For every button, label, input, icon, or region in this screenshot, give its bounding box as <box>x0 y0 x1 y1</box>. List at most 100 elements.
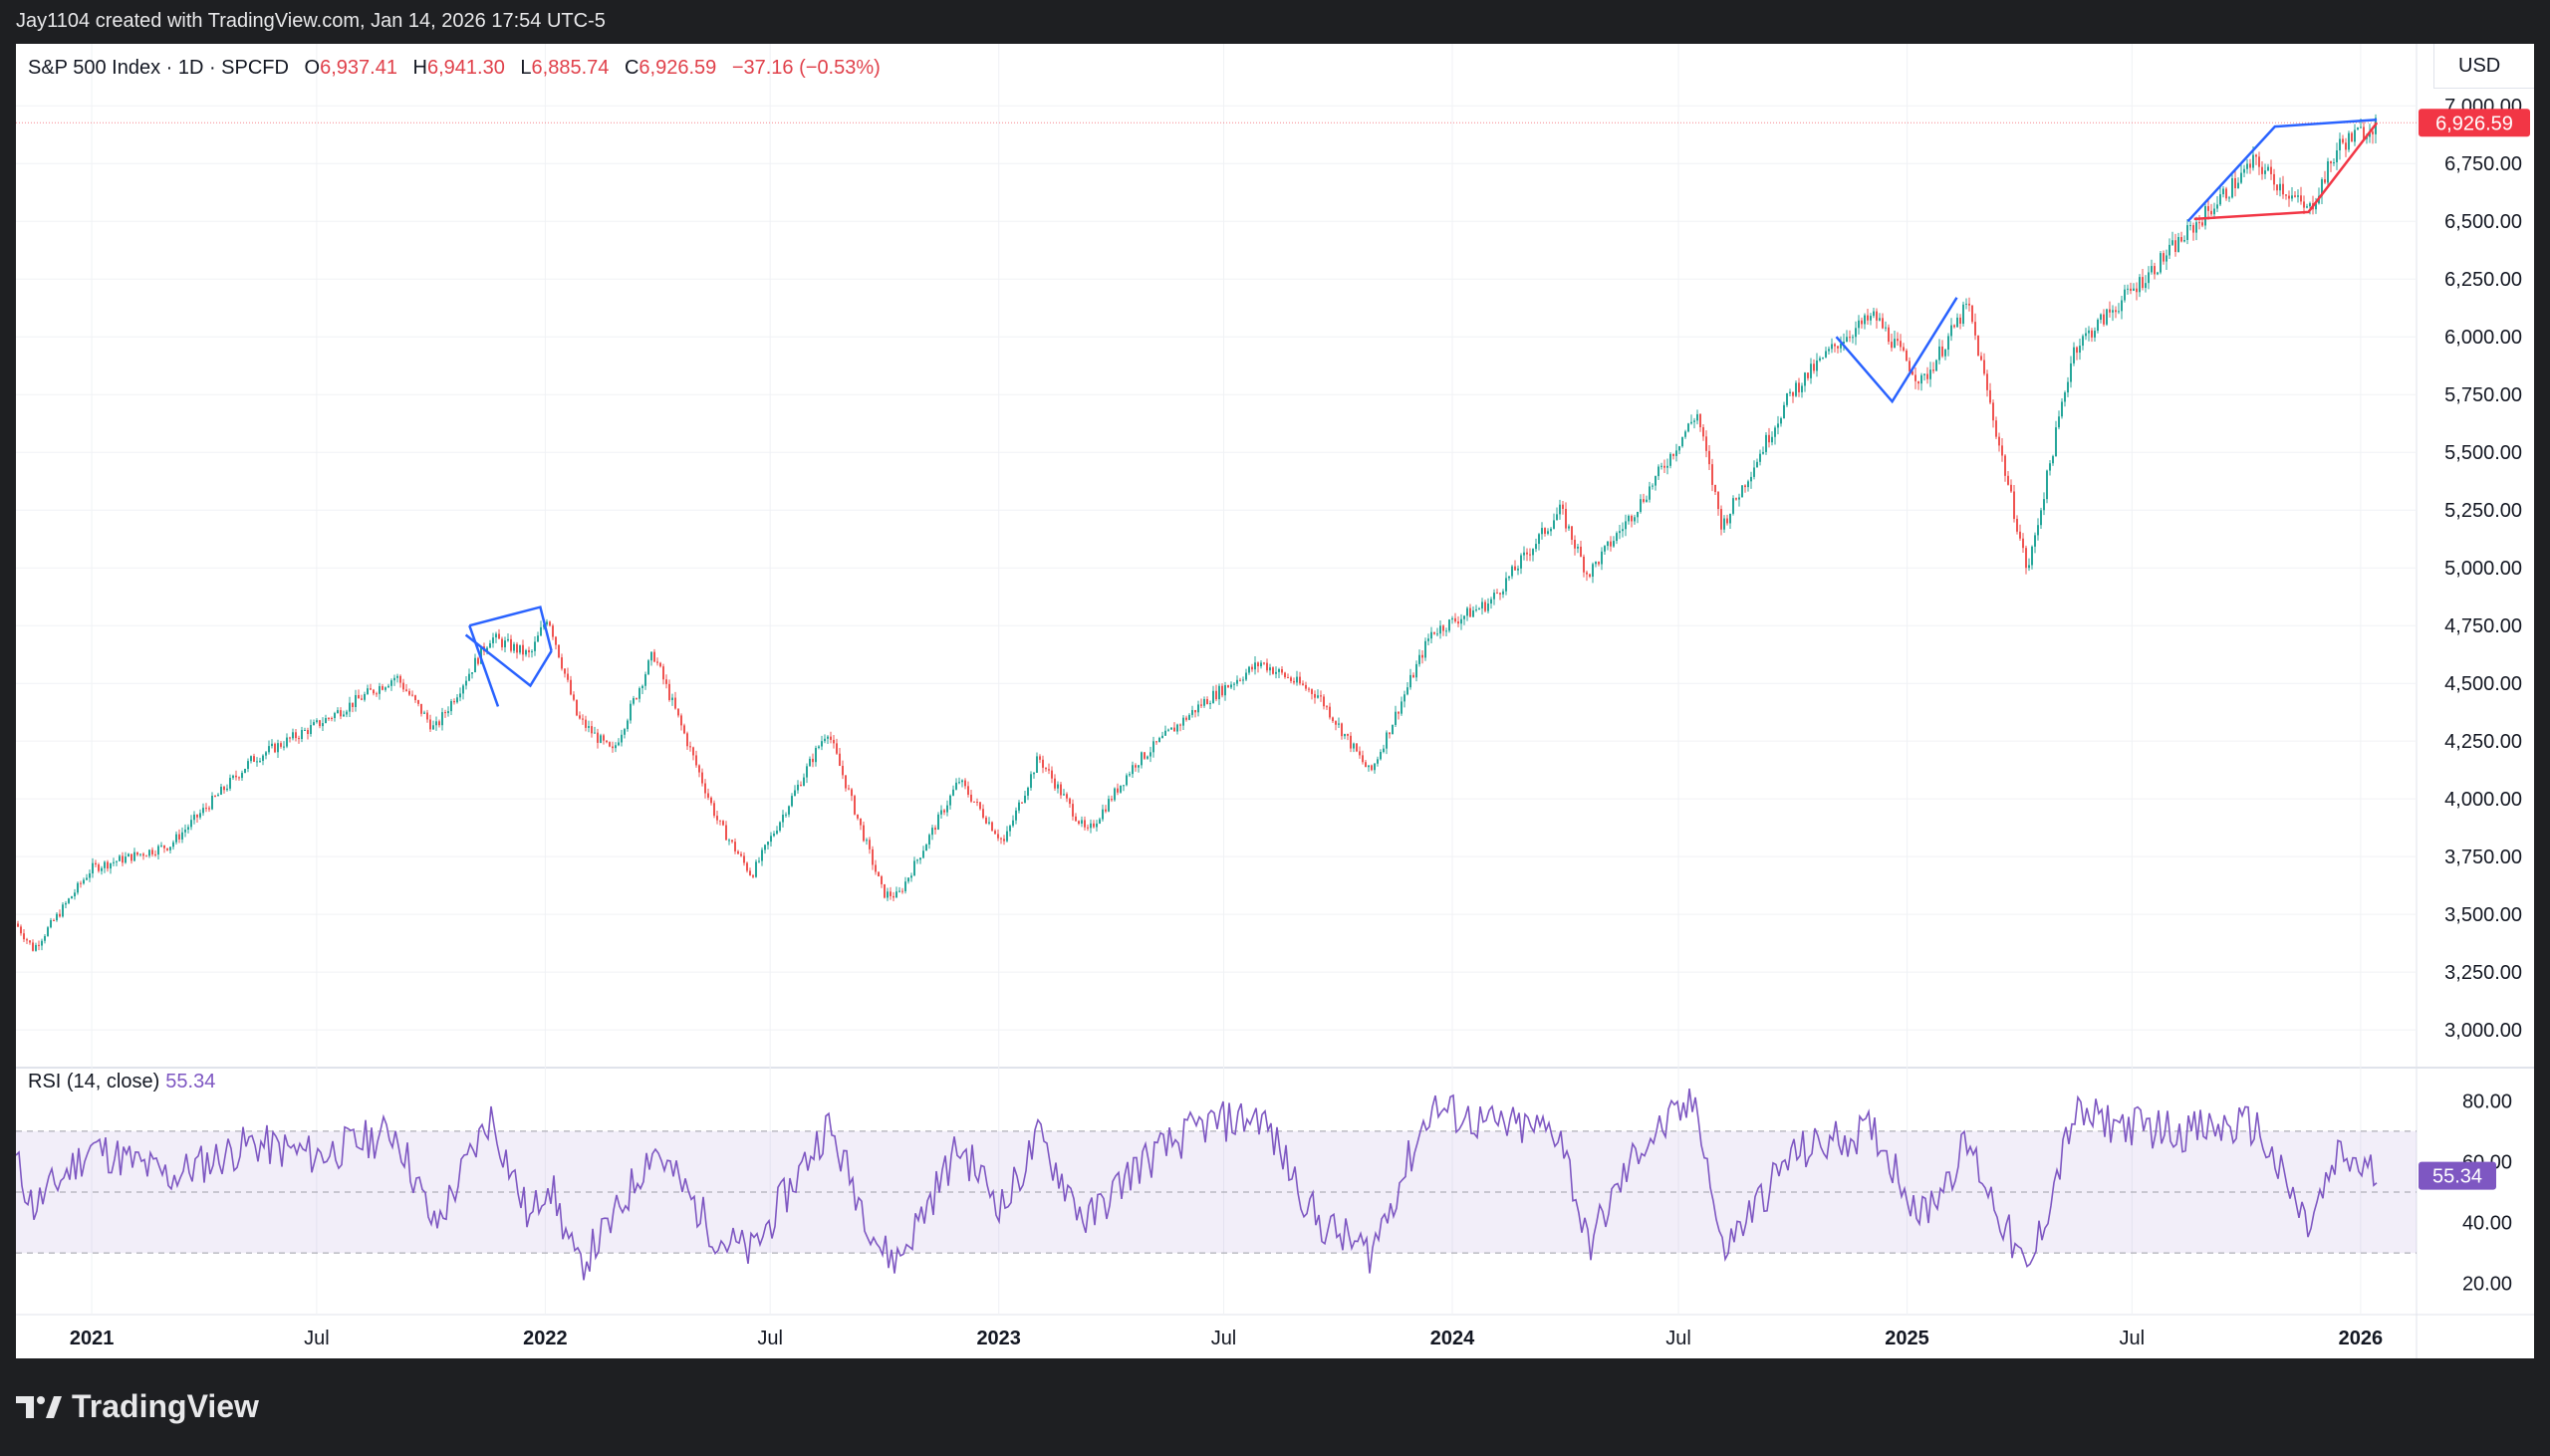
candle-body <box>749 870 751 875</box>
candle-body <box>737 850 739 854</box>
candle-body <box>53 920 55 922</box>
candle-body <box>2100 314 2102 321</box>
candle-body <box>501 638 503 647</box>
candle-body <box>2327 161 2329 183</box>
candle-body <box>2091 330 2093 338</box>
candle-body <box>904 881 906 891</box>
candle-body <box>1048 769 1050 771</box>
candle-body <box>1882 318 1884 329</box>
candle-body <box>746 862 748 871</box>
candle-body <box>1834 344 1836 347</box>
candle-body <box>1284 672 1286 677</box>
candle-body <box>1729 513 1731 524</box>
candle-body <box>925 845 927 851</box>
candle-body <box>2109 309 2111 313</box>
candle-body <box>337 710 339 714</box>
candle-body <box>1935 360 1937 371</box>
candle-body <box>898 890 900 892</box>
candle-body <box>1711 464 1713 485</box>
candle-body <box>821 741 823 747</box>
candle-body <box>1968 303 1970 306</box>
rsi-value-badge <box>2419 1161 2496 1190</box>
candle-body <box>791 796 793 807</box>
candle-body <box>2285 194 2287 196</box>
candle-body <box>163 845 165 849</box>
candle-body <box>2186 225 2188 240</box>
candle-body <box>1589 574 1591 578</box>
candle-body <box>627 720 629 730</box>
candle-body <box>2228 197 2230 199</box>
candle-body <box>2067 381 2069 393</box>
candle-body <box>1702 427 1704 437</box>
candle-body <box>1051 770 1053 779</box>
candle-body <box>964 780 966 787</box>
candle-body <box>2082 336 2084 347</box>
candle-body <box>1018 802 1020 811</box>
candle-body <box>44 935 46 941</box>
candle-body <box>1075 816 1077 822</box>
candle-body <box>1338 723 1340 725</box>
candle-body <box>1622 529 1624 532</box>
tradingview-logo[interactable]: TradingView <box>16 1388 259 1425</box>
candle-body <box>1780 418 1782 424</box>
chart-panel[interactable]: 3,000.00 3,250.00 3,500.00 3,750.00 4,000.00… <box>16 44 2534 1358</box>
candle-body <box>1221 685 1223 696</box>
candle-body <box>104 861 106 868</box>
candle-body <box>1409 674 1411 688</box>
candle-body <box>937 814 939 831</box>
candle-body <box>659 662 661 667</box>
candle-body <box>1380 752 1382 760</box>
candle-body <box>609 742 611 747</box>
candle-body <box>985 817 987 824</box>
candle-body <box>1332 717 1334 722</box>
candle-body <box>1185 717 1187 720</box>
candle-body <box>1693 420 1695 422</box>
candle-body <box>958 782 960 784</box>
candle-body <box>970 794 972 802</box>
candle-body <box>1299 676 1301 684</box>
candle-body <box>875 864 877 872</box>
candle-body <box>1598 562 1600 565</box>
candle-body <box>606 740 608 743</box>
candle-body <box>1577 546 1579 549</box>
pattern-lines-2021 <box>464 633 553 688</box>
candle-body <box>2198 222 2200 224</box>
candle-body <box>988 822 990 824</box>
candle-body <box>295 732 297 739</box>
chart-svg[interactable]: 3,000.00 3,250.00 3,500.00 3,750.00 4,000.00… <box>16 44 2534 1358</box>
price-tick-label: 3,500.00 <box>2444 904 2522 926</box>
candle-body <box>2213 208 2215 215</box>
candle-body <box>325 717 327 724</box>
currency-button[interactable]: USD <box>2433 44 2534 89</box>
candle-body <box>701 772 703 784</box>
candle-body <box>35 944 37 951</box>
candle-body <box>220 786 222 795</box>
candle-body <box>1487 604 1489 611</box>
candle-body <box>1634 517 1636 522</box>
candle-body <box>901 890 903 892</box>
candle-body <box>1938 346 1940 361</box>
candle-body <box>2118 311 2120 313</box>
candle-body <box>1293 680 1295 683</box>
candle-body <box>1368 765 1370 768</box>
candle-body <box>707 793 709 798</box>
candle-body <box>2163 253 2165 262</box>
candle-body <box>1717 492 1719 510</box>
candle-body <box>2064 392 2066 402</box>
candle-body <box>382 686 383 690</box>
candle-body <box>1433 631 1435 634</box>
candle-body <box>1714 484 1716 493</box>
candle-body <box>1523 552 1525 556</box>
last-price-badge-text: 6,926.59 <box>2435 113 2513 134</box>
candle-body <box>1959 317 1961 325</box>
candle-body <box>2046 470 2048 500</box>
candle-body <box>1272 667 1274 674</box>
candle-body <box>1658 466 1659 477</box>
candle-body <box>346 711 348 715</box>
candle-body <box>1789 391 1791 393</box>
candle-body <box>1344 733 1346 737</box>
candle-body <box>919 857 921 860</box>
candle-body <box>1173 727 1175 732</box>
candle-body <box>1457 621 1459 624</box>
candle-body <box>806 766 808 778</box>
